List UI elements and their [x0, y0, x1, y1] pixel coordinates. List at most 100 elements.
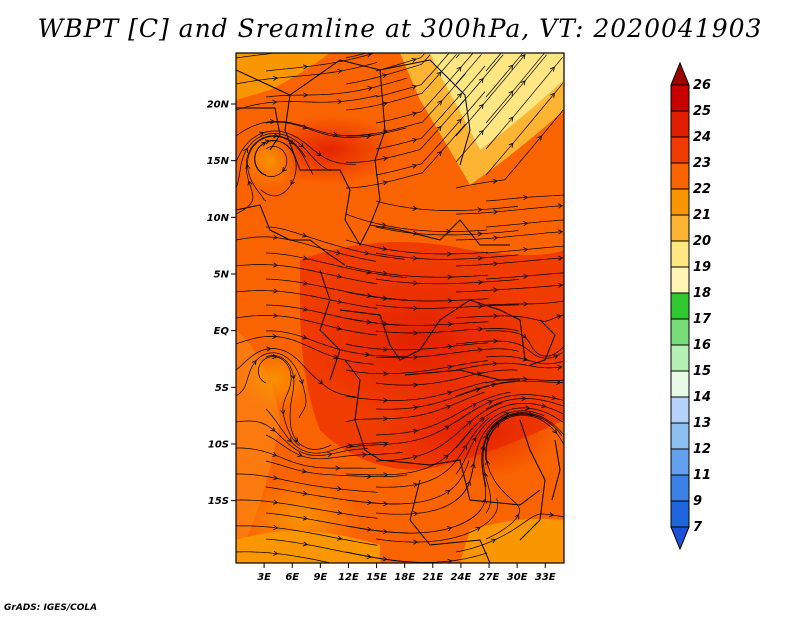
streamline	[485, 83, 564, 176]
streamline	[485, 398, 564, 410]
streamline-arrow	[273, 312, 279, 319]
streamline-arrow	[549, 512, 555, 518]
streamline	[266, 226, 405, 260]
streamline-arrow	[477, 207, 483, 213]
lon-tick-label: 6E	[285, 572, 299, 583]
streamline	[485, 245, 564, 254]
streamline-arrow	[364, 250, 370, 256]
lon-tick-label: 27E	[479, 572, 500, 583]
streamline-arrow	[520, 80, 526, 86]
streamline-arrow	[447, 364, 453, 370]
streamline	[345, 213, 487, 232]
streamline-arrow	[302, 490, 308, 496]
streamline-arrow	[411, 163, 418, 169]
streamline-arrow	[508, 64, 514, 70]
wbpt-shading	[236, 53, 564, 563]
streamline-arrow	[456, 92, 462, 99]
streamline	[345, 291, 489, 302]
streamline-arrow	[478, 303, 484, 309]
streamline	[236, 336, 374, 365]
colorbar: 26 25 24 23 22 21 20 19 18 17 16 15 14 13 12 11 9 7	[670, 61, 712, 551]
colorbar-label: 20	[693, 234, 711, 249]
colorbar-segment	[670, 318, 690, 346]
lon-tick-label: 15E	[366, 572, 387, 583]
streamline	[247, 135, 314, 202]
streamline-arrow	[382, 156, 389, 162]
streamline-arrow	[337, 510, 343, 516]
streamline-arrow	[413, 382, 419, 388]
streamline	[265, 53, 374, 72]
colorbar-segment	[670, 396, 690, 424]
colorbar-segment	[670, 292, 690, 320]
streamline-arrow	[280, 409, 286, 415]
colorbar-segment	[670, 448, 690, 476]
streamline	[485, 330, 564, 357]
streamline-arrow	[273, 499, 279, 505]
streamline-arrow	[290, 374, 296, 380]
streamline-arrow	[447, 274, 453, 280]
streamline	[345, 265, 489, 278]
colorbar-top-arrow	[670, 61, 690, 86]
streamline	[254, 140, 297, 197]
streamline-arrow	[475, 387, 481, 393]
streamline-arrow	[302, 64, 309, 70]
streamline	[375, 91, 486, 176]
streamline	[345, 317, 489, 326]
streamline-arrow	[272, 234, 279, 240]
streamline-arrow	[557, 255, 564, 261]
streamline-arrow	[502, 416, 508, 422]
streamline-arrow	[251, 359, 257, 366]
streamline-arrow	[492, 361, 498, 367]
streamline-arrow	[471, 436, 477, 443]
streamline-arrow	[382, 321, 388, 327]
streamline-arrow	[382, 346, 389, 352]
streamline-arrow	[382, 180, 388, 186]
streamline-arrow	[333, 131, 339, 137]
streamline	[455, 231, 563, 241]
streamline-arrow	[383, 501, 389, 507]
lon-tick-label: 9E	[313, 572, 327, 583]
streamline	[265, 330, 406, 357]
streamline-arrow	[302, 124, 308, 130]
streamline-arrow	[478, 129, 484, 136]
streamline-arrow	[523, 221, 529, 227]
lon-tick-label: 24E	[451, 572, 472, 583]
streamline	[455, 109, 564, 189]
streamline	[345, 342, 489, 351]
streamline-arrow	[301, 468, 307, 474]
streamline-arrow	[261, 141, 267, 147]
streamline-arrow	[447, 298, 453, 304]
colorbar-label: 15	[693, 364, 711, 379]
streamline-arrow	[466, 420, 472, 426]
streamline-arrow	[337, 99, 343, 105]
streamline-arrow	[483, 434, 488, 440]
streamline-arrow	[521, 333, 527, 339]
colorbar-segment	[670, 110, 690, 138]
streamline	[265, 355, 332, 450]
streamline	[455, 513, 564, 553]
streamline	[345, 54, 457, 111]
streamline-arrow	[413, 405, 419, 411]
streamline	[236, 290, 378, 309]
streamline	[485, 53, 545, 124]
streamline-arrow	[303, 92, 309, 98]
streamline	[345, 391, 485, 423]
streamline-arrow	[381, 222, 387, 228]
streamline	[236, 525, 378, 546]
streamline-arrow	[383, 441, 389, 448]
streamline	[485, 412, 564, 436]
streamline-arrow	[549, 66, 555, 72]
map-frame	[235, 52, 565, 564]
streamlines	[236, 53, 564, 563]
streamline-arrow	[247, 180, 253, 186]
streamline-arrow	[367, 86, 373, 91]
streamline	[345, 406, 480, 449]
streamline-arrow	[413, 280, 419, 286]
lon-tick-label: 21E	[422, 572, 443, 583]
streamline-arrow	[556, 314, 562, 320]
streamline-arrow	[447, 251, 453, 257]
streamline	[375, 53, 474, 124]
colorbar-segment	[670, 370, 690, 398]
lon-tick-label: 33E	[535, 572, 556, 583]
